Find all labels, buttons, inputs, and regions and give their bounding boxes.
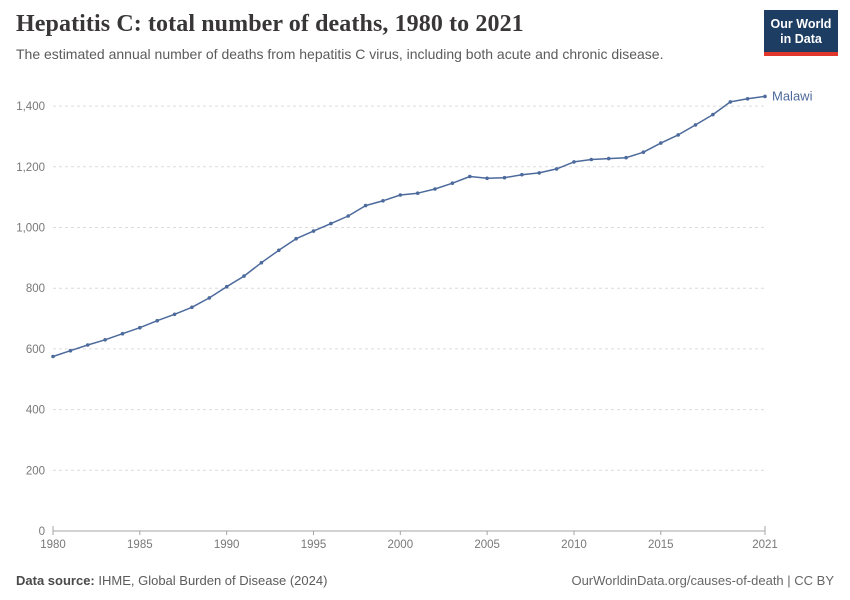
owid-logo[interactable]: Our World in Data: [764, 10, 838, 56]
data-point: [624, 155, 628, 160]
chart-title: Hepatitis C: total number of deaths, 198…: [16, 11, 524, 37]
data-point: [346, 214, 351, 218]
line-chart[interactable]: 0 200 400 600 800 1,000 1,200 1,400 1980 1985 1990…: [0, 78, 850, 558]
data-point: [693, 123, 698, 127]
y-axis-tick-label: 600: [26, 344, 45, 356]
data-point: [190, 305, 194, 310]
data-point: [51, 354, 55, 359]
data-source-label: Data source:: [16, 573, 95, 588]
chart-footer: Data source: IHME, Global Burden of Dise…: [16, 573, 834, 588]
x-axis-tick-label: 1990: [214, 539, 240, 551]
data-point: [68, 348, 73, 353]
y-axis-tick-label: 1,000: [16, 223, 45, 235]
data-point: [277, 248, 281, 253]
y-axis-tick-label: 0: [39, 526, 45, 538]
data-point: [763, 94, 767, 99]
x-axis-tick-label: 2021: [752, 539, 778, 551]
x-axis-tick-label: 1980: [40, 539, 66, 551]
data-source: Data source: IHME, Global Burden of Dise…: [16, 573, 327, 588]
data-point: [572, 160, 576, 164]
data-point: [294, 236, 298, 241]
chart-header: Hepatitis C: total number of deaths, 198…: [16, 10, 838, 63]
data-point: [172, 312, 177, 317]
data-point: [120, 331, 125, 336]
x-axis-tick-label: 2015: [648, 539, 674, 551]
data-point: [433, 187, 437, 191]
data-point: [103, 338, 107, 342]
x-axis-tick-label: 1985: [127, 539, 153, 551]
data-point: [415, 191, 420, 195]
y-axis-tick-label: 200: [26, 465, 45, 477]
data-point: [242, 274, 246, 278]
data-point: [363, 203, 368, 208]
data-point: [381, 199, 385, 203]
data-point: [641, 150, 646, 154]
x-axis-tick-label: 2005: [474, 539, 500, 551]
y-axis-tick-label: 400: [26, 405, 45, 417]
data-point: [468, 174, 472, 179]
y-axis-tick-label: 1,400: [16, 101, 45, 113]
data-point: [155, 318, 159, 323]
data-point: [537, 171, 541, 175]
data-point: [224, 284, 229, 289]
owid-logo-line2: in Data: [780, 31, 822, 46]
data-point: [711, 112, 715, 117]
data-point: [259, 260, 264, 265]
data-point: [138, 325, 142, 330]
data-point: [502, 175, 507, 180]
chart-subtitle: The estimated annual number of deaths fr…: [16, 45, 664, 62]
data-point: [329, 221, 333, 226]
data-point: [311, 229, 316, 233]
entity-label[interactable]: Malawi: [772, 88, 813, 103]
x-axis-tick-label: 1995: [301, 539, 327, 551]
x-axis-tick-label: 2010: [561, 539, 587, 551]
data-point: [485, 176, 489, 181]
data-point: [207, 296, 212, 300]
data-point: [745, 97, 750, 101]
data-line[interactable]: [52, 95, 766, 358]
data-point: [520, 172, 524, 177]
y-axis-tick-label: 800: [26, 283, 45, 295]
attribution-link[interactable]: OurWorldinData.org/causes-of-death | CC …: [571, 573, 834, 588]
data-point: [450, 181, 455, 185]
data-point: [728, 100, 733, 104]
y-axis-tick-label: 1,200: [16, 162, 45, 174]
data-point: [606, 156, 611, 161]
data-point: [676, 133, 680, 137]
data-point: [589, 157, 594, 162]
data-point: [659, 141, 663, 145]
data-point: [85, 343, 90, 347]
x-axis-tick-label: 2000: [388, 539, 414, 551]
owid-logo-line1: Our World: [770, 17, 832, 31]
data-source-value: IHME, Global Burden of Disease (2024): [94, 573, 328, 588]
data-point: [554, 167, 559, 171]
chart-titles: Hepatitis C: total number of deaths, 198…: [16, 10, 663, 63]
data-point: [398, 193, 403, 197]
